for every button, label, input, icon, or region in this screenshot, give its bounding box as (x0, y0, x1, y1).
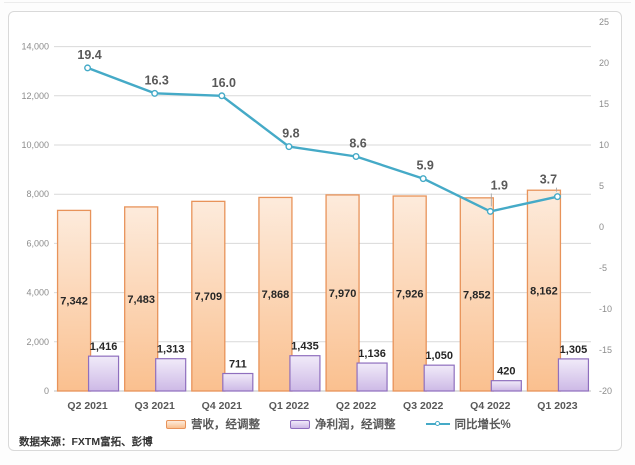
x-axis-category-label: Q4 2022 (470, 400, 510, 412)
right-axis-tick-label: 15 (599, 99, 609, 109)
x-axis-category-label: Q4 2021 (202, 400, 242, 412)
net-profit-value-label: 1,305 (560, 344, 588, 356)
line-point-marker (84, 64, 92, 72)
right-axis-tick-label: -10 (599, 304, 612, 314)
page-top-rule (4, 2, 631, 3)
net-profit-bar (155, 358, 187, 392)
yoy-growth-value-label: 5.9 (416, 159, 433, 173)
revenue-bar (124, 206, 159, 392)
net-profit-bar (423, 364, 455, 392)
revenue-value-label: 7,970 (329, 288, 357, 300)
line-point-marker (285, 143, 293, 151)
legend-item-yoy-growth: 同比增长% (425, 416, 511, 432)
net-profit-bar (356, 362, 388, 392)
net-profit-bar (289, 355, 321, 392)
right-axis-tick-label: -20 (599, 386, 612, 396)
net-profit-bar (557, 358, 590, 392)
revenue-bar (459, 197, 494, 392)
net-profit-value-label: 1,313 (157, 344, 185, 356)
revenue-value-label: 7,868 (262, 289, 290, 301)
legend-item-revenue: 营收，经调整 (166, 416, 260, 432)
left-axis-tick-label: 8,000 (26, 189, 49, 199)
revenue-bar (258, 196, 293, 392)
line-marker-dot-icon (434, 420, 440, 426)
left-axis-tick-label: 2,000 (26, 337, 49, 347)
x-axis-category-label: Q1 2023 (537, 400, 577, 412)
right-axis-tick-label: -15 (599, 345, 612, 355)
right-axis-tick-label: 5 (599, 181, 604, 191)
x-axis-category-label: Q2 2022 (336, 400, 376, 412)
left-axis-tick-label: 12,000 (21, 91, 49, 101)
line-point-marker (419, 175, 427, 183)
net-profit-value-label: 1,136 (358, 348, 386, 360)
line-point-marker (151, 89, 159, 97)
net-profit-bar (222, 372, 254, 392)
net-profit-value-label: 1,435 (291, 341, 319, 353)
left-axis-tick-label: 14,000 (21, 42, 49, 52)
yoy-growth-value-label: 9.8 (282, 127, 299, 141)
net-profit-value-label: 420 (497, 366, 515, 378)
yoy-growth-value-label: 1.9 (491, 178, 508, 192)
yoy-growth-line (86, 66, 559, 213)
net-profit-value-label: 1,416 (90, 341, 118, 353)
right-axis-tick-label: 20 (599, 58, 609, 68)
revenue-value-label: 8,162 (530, 286, 558, 298)
legend-label-revenue: 营收，经调整 (191, 419, 260, 431)
revenue-bar (392, 195, 427, 392)
right-axis-tick-label: 0 (599, 222, 604, 232)
left-axis-tick-label: 10,000 (21, 140, 49, 150)
revenue-value-label: 7,709 (195, 291, 223, 303)
yoy-growth-line-swatch-icon (425, 420, 450, 426)
left-axis-tick-label: 6,000 (26, 238, 49, 248)
legend-label-net-profit: 净利润，经调整 (315, 419, 396, 431)
chart-frame: 0 2,000 4,000 6,000 8,000 10,000 12,000 14,000 2… (8, 11, 622, 451)
revenue-bar (191, 200, 226, 392)
revenue-value-label: 7,342 (60, 296, 88, 308)
legend-item-net-profit: 净利润，经调整 (290, 416, 396, 432)
yoy-growth-value-label: 3.7 (540, 173, 557, 187)
revenue-value-label: 7,483 (127, 294, 155, 306)
x-axis-category-label: Q3 2021 (135, 400, 175, 412)
revenue-value-label: 7,852 (463, 289, 491, 301)
bar-series (56, 189, 590, 392)
net-profit-bar (87, 355, 120, 392)
revenue-bar (526, 189, 562, 392)
line-point-marker (352, 152, 360, 160)
revenue-bar (325, 194, 360, 392)
line-point-marker (486, 207, 494, 215)
net-profit-bar (490, 380, 522, 392)
combo-chart-plot: 0 2,000 4,000 6,000 8,000 10,000 12,000 14,000 2… (21, 17, 612, 412)
net-profit-swatch-icon (290, 419, 310, 429)
line-point-marker (218, 92, 226, 100)
revenue-value-label: 7,926 (396, 289, 424, 301)
yoy-growth-value-label: 8.6 (349, 136, 366, 150)
right-axis-tick-label: -5 (599, 263, 607, 273)
right-axis-tick-label: 10 (599, 140, 609, 150)
right-axis-tick-label: 25 (599, 17, 609, 27)
revenue-swatch-icon (166, 419, 186, 429)
source-note: 数据来源：FXTM富拓、彭博 (19, 436, 153, 448)
x-axis-category-label: Q2 2021 (67, 400, 107, 412)
left-axis-tick-label: 4,000 (26, 288, 49, 298)
left-axis-tick-label: 0 (44, 386, 49, 396)
x-axis-category-label: Q1 2022 (269, 400, 309, 412)
net-profit-value-label: 711 (229, 359, 247, 371)
chart-legend: 营收，经调整 净利润，经调整 同比增长% (166, 416, 511, 432)
net-profit-value-label: 1,050 (425, 350, 453, 362)
x-axis-category-label: Q3 2022 (403, 400, 443, 412)
yoy-growth-value-label: 16.0 (212, 76, 236, 90)
yoy-growth-value-label: 16.3 (145, 73, 169, 87)
line-point-marker (553, 193, 561, 201)
yoy-growth-value-label: 19.4 (77, 48, 101, 62)
legend-label-yoy-growth: 同比增长% (454, 419, 511, 431)
revenue-bar (56, 209, 92, 392)
